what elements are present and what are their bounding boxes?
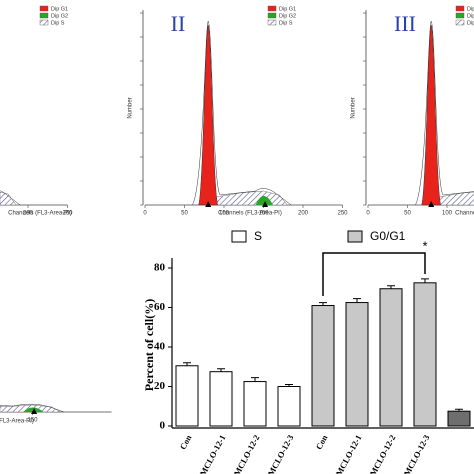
envelope <box>0 403 65 413</box>
s-phase-area <box>0 191 17 206</box>
legend-swatch <box>231 230 247 243</box>
x-tick-label: Con <box>314 433 330 451</box>
x-tick-label: 150 <box>27 418 38 424</box>
y-tick-label: 0 <box>160 420 166 432</box>
bar <box>175 365 199 427</box>
legend-swatch <box>39 5 49 12</box>
legend-label: G0/G1 <box>370 229 406 243</box>
x-tick-label: 50 <box>404 211 411 217</box>
x-tick-label: MCLO-12-3 <box>402 433 432 474</box>
s-phase-area <box>211 190 288 206</box>
error-bar <box>217 368 225 372</box>
bar <box>243 381 267 427</box>
legend-swatch <box>39 12 49 19</box>
x-axis-label: Channels (FL3-Area-PI) <box>218 211 282 217</box>
y-axis-label: Number <box>351 97 357 118</box>
significance-bracket <box>322 252 426 296</box>
panel-label: III <box>394 11 416 36</box>
x-tick-label: MCLO-12-2 <box>232 433 262 474</box>
error-bar <box>285 384 293 387</box>
y-tick-label: 60 <box>154 301 166 313</box>
legend-swatch <box>455 12 465 19</box>
g1-peak <box>198 24 218 206</box>
error-bar <box>455 408 463 412</box>
x-tick-label: 0 <box>366 211 370 217</box>
x-tick-label: 50 <box>181 211 188 217</box>
legend-swatch <box>455 19 465 26</box>
x-tick-label: MCLO-12-1 <box>198 433 228 474</box>
legend-label: Dip S <box>467 20 474 26</box>
bar <box>345 302 369 427</box>
marker <box>205 201 212 207</box>
y-tick-label: 80 <box>154 262 166 274</box>
legend-swatch <box>39 19 49 26</box>
legend-label: Dip G2 <box>279 13 296 19</box>
histogram-panel: Number050100150Channels (FL3-Area-PI)III… <box>351 5 474 217</box>
g2-peak <box>255 196 273 205</box>
panel-label: II <box>171 11 186 36</box>
x-axis-label: Channels (FL3-Area-PI) <box>0 419 34 425</box>
legend-label: Dip S <box>51 20 65 26</box>
x-tick-label: 0 <box>143 211 147 217</box>
x-tick-label: Con <box>178 433 194 451</box>
error-bar <box>319 302 327 306</box>
x-tick-label: MCLO-12-3 <box>266 433 296 474</box>
error-bar <box>421 278 429 283</box>
envelope <box>192 20 292 206</box>
legend-label: S <box>254 229 262 243</box>
x-tick-label: 250 <box>337 211 348 217</box>
y-tick-label: 20 <box>154 380 166 392</box>
histogram-panel: Number 0 50 100 150 200 250 Channels (FL3-Area-… <box>128 5 348 217</box>
legend-label: Dip G2 <box>467 13 474 19</box>
legend-swatch <box>267 12 277 19</box>
error-bar <box>183 362 191 366</box>
legend-label: Dip G2 <box>51 13 68 19</box>
error-bar <box>387 285 395 289</box>
bar <box>447 410 471 427</box>
histogram-panel: 150Channels (FL3-Area-PI) <box>0 403 112 425</box>
bar <box>277 386 301 427</box>
envelope <box>0 190 21 206</box>
x-tick-label: 100 <box>442 211 453 217</box>
envelope <box>415 20 474 206</box>
annotation: * <box>422 238 427 253</box>
x-tick-label: 150 <box>258 211 269 217</box>
legend-label: Dip S <box>279 20 293 26</box>
marker <box>262 201 269 207</box>
bar <box>311 305 335 427</box>
legend-swatch <box>267 5 277 12</box>
x-tick-label: MCLO-12-1 <box>334 433 364 474</box>
legend-swatch <box>267 19 277 26</box>
legend-label: Dip G1 <box>279 6 296 12</box>
x-tick-label: 200 <box>23 211 34 217</box>
legend-label: Dip G1 <box>51 6 68 12</box>
x-tick-label: 250 <box>62 211 73 217</box>
y-axis-label: Number <box>128 97 134 118</box>
marker <box>428 201 435 207</box>
x-tick-label: 100 <box>219 211 230 217</box>
bar <box>413 282 437 427</box>
x-tick-label: MCLO-12-2 <box>368 433 398 474</box>
x-axis-label: Channels (FL3-Area-PI) <box>455 211 474 217</box>
g1-peak <box>421 24 441 206</box>
legend-swatch <box>455 5 465 12</box>
s-phase-area <box>434 191 474 206</box>
x-axis-label: Channels (FL3-Area-PI) <box>8 211 72 217</box>
x-tick-label: 200 <box>298 211 309 217</box>
marker <box>31 408 38 414</box>
bar <box>379 288 403 427</box>
y-axis-label: Percent of cell(%) <box>142 299 156 391</box>
y-tick-label: 40 <box>154 341 166 353</box>
legend-label: Dip G1 <box>467 6 474 12</box>
legend-swatch <box>347 230 363 243</box>
error-bar <box>251 377 259 382</box>
bar <box>209 371 233 427</box>
error-bar <box>353 298 361 303</box>
